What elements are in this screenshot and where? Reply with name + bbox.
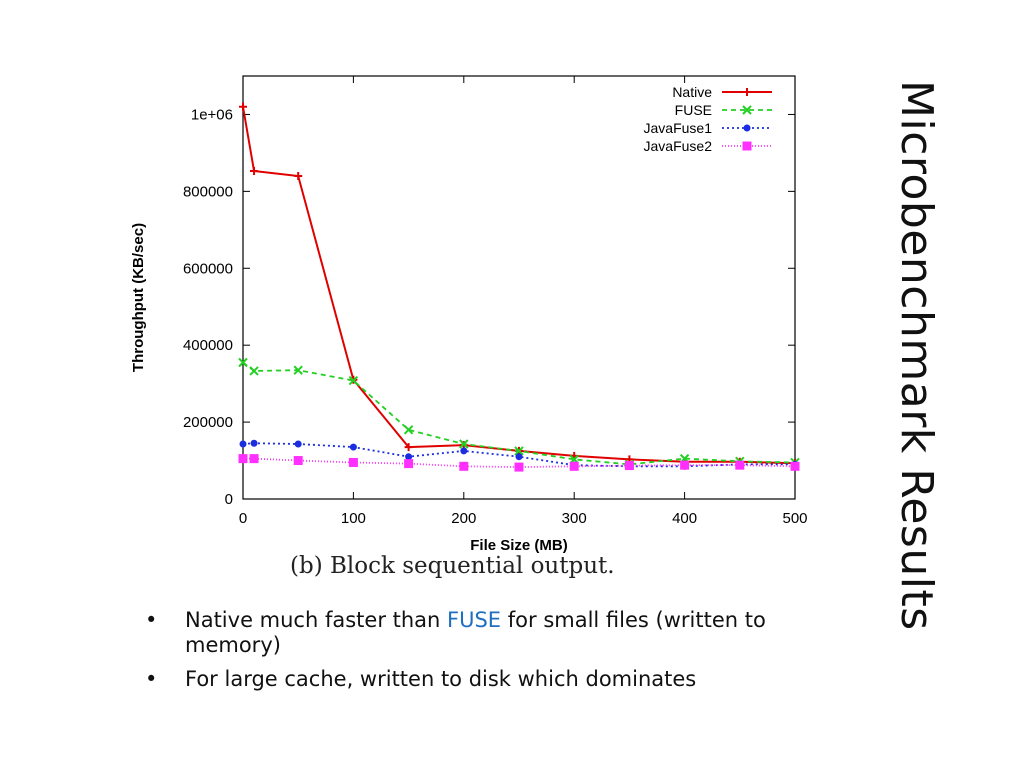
series-native: [239, 102, 799, 468]
data-point-javafuse1: [349, 443, 357, 451]
series-fuse: [238, 357, 800, 470]
data-point-javafuse1: [294, 440, 302, 448]
data-point-fuse: [459, 439, 469, 449]
data-point-fuse: [514, 446, 524, 456]
data-point-javafuse1: [239, 440, 247, 448]
axes-layer: 0 100 200 300 400 500 0 200000 400000 600000 80000…: [130, 75, 808, 554]
data-point-fuse: [249, 366, 259, 376]
x-tick-label: 300: [562, 510, 587, 527]
data-point-fuse: [403, 425, 414, 435]
series-javafuse2: [238, 454, 800, 472]
data-point-javafuse2: [735, 460, 745, 470]
legend-label-javafuse2: JavaFuse2: [644, 138, 713, 154]
plot-frame: [242, 75, 796, 500]
y-tick-label: 0: [225, 491, 233, 508]
legend-label-fuse: FUSE: [675, 102, 712, 118]
y-tick-label: 800000: [183, 183, 233, 200]
series-line-native: [242, 106, 796, 465]
data-point-fuse: [293, 365, 303, 375]
data-point-javafuse2: [459, 461, 469, 471]
legend-marker-javafuse1: [743, 124, 751, 132]
data-point-javafuse2: [238, 454, 248, 464]
data-point-javafuse2: [790, 461, 800, 471]
legend-label-native: Native: [672, 84, 712, 100]
x-tick-label: 200: [451, 510, 476, 527]
bullet-dot: •: [145, 667, 158, 691]
legend-marker-javafuse2: [742, 141, 752, 151]
data-point-javafuse2: [348, 457, 358, 467]
bullet-item-2: • For large cache, written to disk which…: [145, 667, 845, 692]
x-tick-label: 500: [782, 510, 807, 527]
y-tick-label: 1e+06: [191, 106, 233, 123]
data-point-native: [250, 166, 259, 175]
data-point-javafuse1: [515, 453, 523, 461]
bullet-item-1: • Native much faster than FUSE for small…: [145, 608, 845, 658]
data-point-javafuse1: [405, 453, 413, 461]
data-point-javafuse2: [404, 459, 414, 469]
figure-caption: (b) Block sequential output.: [290, 553, 615, 579]
data-point-javafuse1: [250, 439, 258, 447]
data-point-javafuse2: [293, 456, 303, 466]
y-tick-label: 400000: [183, 337, 233, 354]
bullet-dot: •: [145, 608, 158, 632]
series-line-javafuse2: [243, 457, 796, 468]
x-tick-label: 0: [239, 510, 247, 527]
legend-marker-fuse: [742, 105, 752, 115]
data-point-native: [239, 102, 247, 111]
data-point-javafuse2: [514, 462, 524, 472]
series-line-fuse: [242, 361, 796, 466]
bullet-text: For large cache, written to disk which d…: [185, 667, 697, 691]
data-point-javafuse1: [460, 447, 468, 455]
bullet-text-pre: Native much faster than: [185, 608, 448, 632]
legend-label-javafuse1: JavaFuse1: [644, 120, 713, 136]
y-axis-label: Throughput (KB/sec): [130, 223, 147, 372]
slide-title: Microbenchmark Results: [891, 80, 942, 631]
data-point-javafuse2: [624, 461, 634, 471]
y-tick-label: 200000: [183, 414, 233, 431]
data-point-fuse: [348, 375, 359, 386]
data-point-fuse: [238, 357, 248, 368]
bullet-highlight-fuse: FUSE: [447, 608, 502, 632]
data-point-native: [294, 171, 303, 180]
y-tick-label: 600000: [183, 260, 233, 277]
legend-marker-native: [743, 88, 751, 96]
data-point-javafuse2: [680, 460, 690, 470]
x-tick-label: 400: [672, 510, 697, 527]
legend: Native FUSE JavaFuse1 JavaFuse2: [644, 84, 772, 154]
data-point-javafuse2: [249, 454, 259, 464]
data-point-javafuse2: [569, 461, 579, 471]
data-point-native: [404, 443, 413, 452]
bullet-text-post: for small files (written to memory): [185, 608, 766, 657]
x-axis-label: File Size (MB): [470, 537, 568, 554]
series-layer: [238, 102, 800, 472]
x-tick-label: 100: [341, 510, 366, 527]
bullet-list: • Native much faster than FUSE for small…: [145, 608, 845, 701]
